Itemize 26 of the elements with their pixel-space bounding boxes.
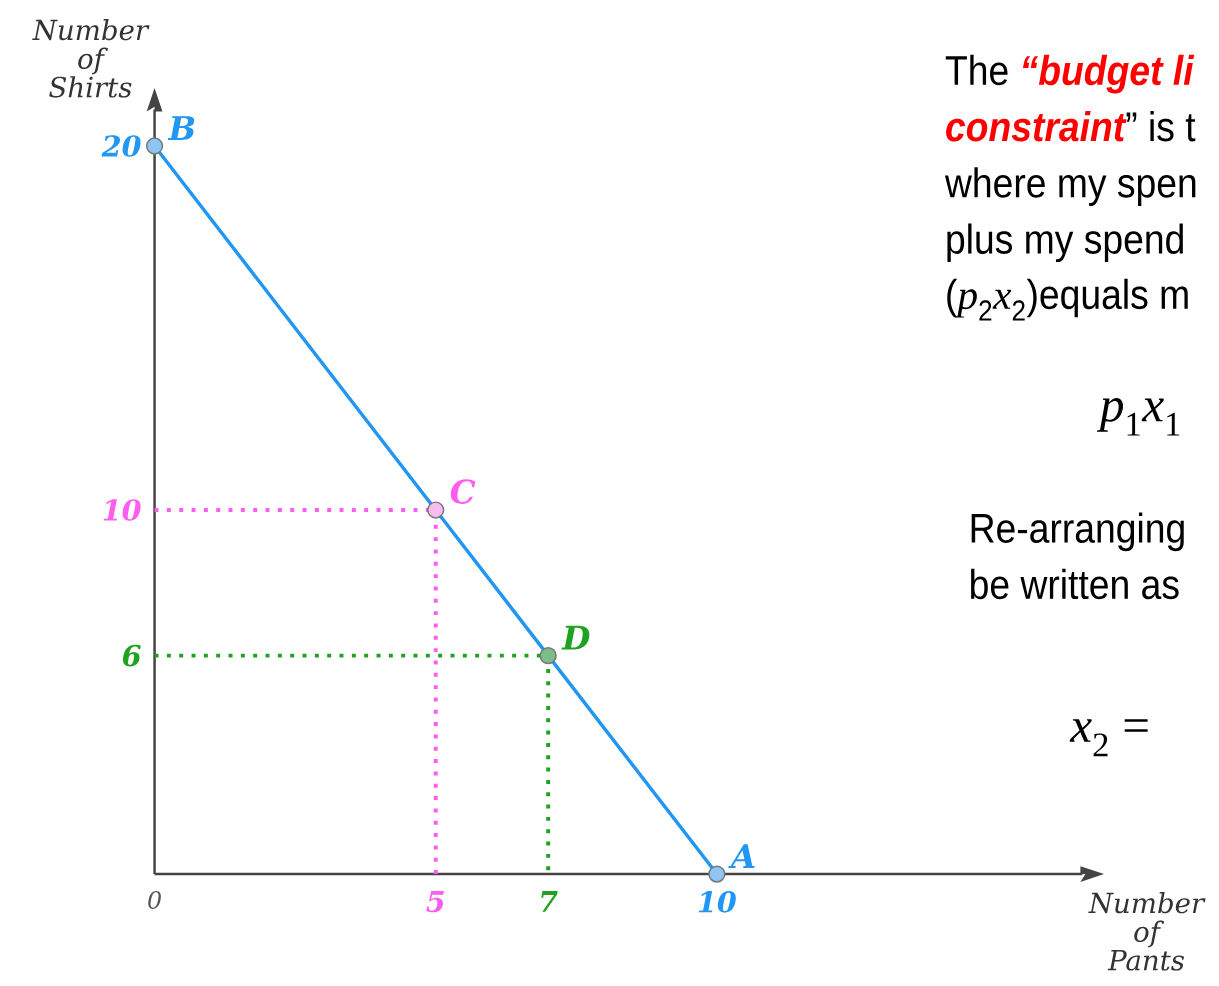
annotation: (p$_{2}$x$_{2}$)equals m [947,278,1188,321]
x-tick-label: 0 [148,891,161,910]
point [145,137,164,155]
y-tick-label: 10 [103,499,141,522]
point [539,647,557,665]
annotation: Re-arranging [971,512,1184,552]
annotation: where my spen [944,167,1196,207]
annotation: constraint” is t [946,111,1196,142]
annotation: B [167,116,195,141]
text: p$_{1}$x$_{1}$ [1096,398,1180,436]
annotation: plus my spend [947,223,1183,263]
annotation: be written as [971,569,1179,600]
annotation: x$_{2}$ = [1069,719,1148,757]
point [708,865,726,883]
y-tick-label: 20 [101,135,141,158]
point [427,501,445,519]
y-tick-label: 6 [122,645,141,667]
x-tick-label: 10 [698,891,736,913]
y-axis-title: Number of Shirts [32,19,150,98]
annotation: A [728,844,755,869]
annotation: C [450,479,476,505]
text: The “budget li [945,55,1195,94]
x-tick-label: 7 [541,891,558,913]
x-axis-title: Number of Pants [1088,892,1206,971]
annotation: D [561,626,590,650]
x-tick-label: 5 [426,891,444,913]
